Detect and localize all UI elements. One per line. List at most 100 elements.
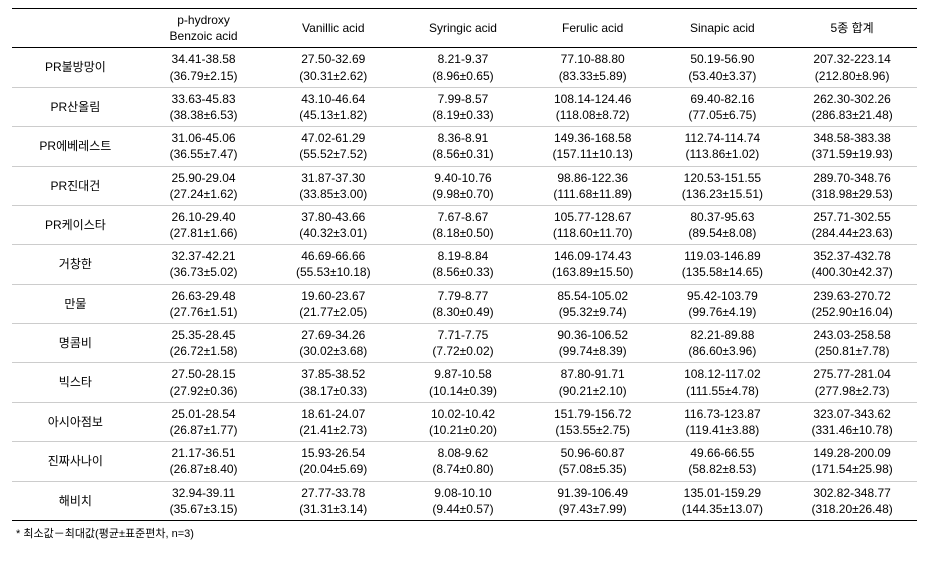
cell-meansd: (36.79±2.15) [170,69,238,83]
cell-meansd: (171.54±25.98) [811,462,892,476]
cell-range: 7.67-8.67 [438,210,489,224]
cell-meansd: (26.72±1.58) [170,344,238,358]
cell-range: 9.87-10.58 [434,367,491,381]
cell-meansd: (286.83±21.48) [811,108,892,122]
table-row: PR산올림33.63-45.83(38.38±6.53)43.10-46.64(… [12,87,917,126]
cell: 7.79-8.77(8.30±0.49) [398,284,528,323]
cell-meansd: (144.35±13.07) [682,502,763,516]
cell: 275.77-281.04(277.98±2.73) [787,363,917,402]
cell-range: 21.17-36.51 [172,446,236,460]
row-label: PR케이스타 [12,205,139,244]
cell: 25.01-28.54(26.87±1.77) [139,402,269,441]
cell-meansd: (8.56±0.33) [432,265,493,279]
cell-range: 146.09-174.43 [554,249,631,263]
col-header-rowlabel [12,9,139,48]
cell: 112.74-114.74(113.86±1.02) [658,127,788,166]
row-label: PR에베레스트 [12,127,139,166]
cell-range: 108.14-124.46 [554,92,631,106]
cell: 98.86-122.36(111.68±11.89) [528,166,658,205]
cell: 37.85-38.52(38.17±0.33) [268,363,398,402]
cell-meansd: (35.67±3.15) [170,502,238,516]
row-label: PR산올림 [12,87,139,126]
table-footnote: * 최소값－최대값(평균±표준편차, n=3) [12,525,917,541]
cell-meansd: (8.74±0.80) [432,462,493,476]
cell-range: 43.10-46.64 [301,92,365,106]
cell-range: 33.63-45.83 [172,92,236,106]
cell-meansd: (27.24±1.62) [170,187,238,201]
table-row: 빅스타27.50-28.15(27.92±0.36)37.85-38.52(38… [12,363,917,402]
cell: 77.10-88.80(83.33±5.89) [528,48,658,87]
cell: 32.94-39.11(35.67±3.15) [139,481,269,520]
cell-meansd: (111.55±4.78) [686,384,759,398]
cell-range: 26.63-29.48 [172,289,236,303]
cell-meansd: (36.73±5.02) [170,265,238,279]
cell-meansd: (318.20±26.48) [811,502,892,516]
cell-meansd: (89.54±8.08) [688,226,756,240]
cell-meansd: (97.43±7.99) [559,502,627,516]
cell-range: 95.42-103.79 [687,289,758,303]
col-header-syringic: Syringic acid [398,9,528,48]
col-header-vanillic: Vanillic acid [268,9,398,48]
cell-range: 8.08-9.62 [438,446,489,460]
cell-meansd: (10.14±0.39) [429,384,497,398]
col-header-phydroxy: p-hydroxyBenzoic acid [139,9,269,48]
cell-range: 352.37-432.78 [813,249,890,263]
cell-range: 302.82-348.77 [813,486,890,500]
cell-range: 47.02-61.29 [301,131,365,145]
cell: 43.10-46.64(45.13±1.82) [268,87,398,126]
cell-range: 119.03-146.89 [684,249,761,263]
cell-meansd: (153.55±2.75) [555,423,630,437]
row-label: PR불방망이 [12,48,139,87]
cell-range: 82.21-89.88 [690,328,754,342]
cell-meansd: (30.31±2.62) [299,69,367,83]
row-label: 빅스타 [12,363,139,402]
cell: 18.61-24.07(21.41±2.73) [268,402,398,441]
cell: 37.80-43.66(40.32±3.01) [268,205,398,244]
cell-range: 34.41-38.58 [172,52,236,66]
cell: 352.37-432.78 (400.30±42.37) [787,245,917,284]
cell-meansd: (36.55±7.47) [170,147,238,161]
cell: 25.90-29.04(27.24±1.62) [139,166,269,205]
row-label: 명콤비 [12,324,139,363]
cell-meansd: (157.11±10.13) [552,147,632,161]
cell-meansd: (8.56±0.31) [432,147,493,161]
cell-meansd: (99.76±4.19) [688,305,756,319]
cell-range: 25.35-28.45 [172,328,236,342]
cell-range: 49.66-66.55 [690,446,754,460]
cell-range: 46.69-66.66 [301,249,365,263]
cell-range: 9.40-10.76 [434,171,491,185]
cell-range: 27.50-32.69 [301,52,365,66]
cell-range: 8.21-9.37 [438,52,489,66]
cell: 69.40-82.16(77.05±6.75) [658,87,788,126]
row-label: 진짜사나이 [12,442,139,481]
cell-range: 105.77-128.67 [554,210,631,224]
cell-meansd: (371.59±19.93) [811,147,892,161]
cell: 34.41-38.58 (36.79±2.15) [139,48,269,87]
cell-range: 90.36-106.52 [557,328,628,342]
row-label: 만물 [12,284,139,323]
cell: 120.53-151.55(136.23±15.51) [658,166,788,205]
cell: 105.77-128.67(118.60±11.70) [528,205,658,244]
cell-range: 27.50-28.15 [172,367,236,381]
cell-meansd: (58.82±8.53) [688,462,756,476]
cell: 27.77-33.78(31.31±3.14) [268,481,398,520]
table-row: 거창한32.37-42.21(36.73±5.02)46.69-66.66(55… [12,245,917,284]
cell-range: 120.53-151.55 [684,171,761,185]
cell-range: 50.19-56.90 [690,52,754,66]
cell-range: 7.71-7.75 [438,328,489,342]
cell: 87.80-91.71(90.21±2.10) [528,363,658,402]
cell-meansd: (400.30±42.37) [811,265,892,279]
cell: 8.21-9.37 (8.96±0.65) [398,48,528,87]
cell: 243.03-258.58(250.81±7.78) [787,324,917,363]
cell-range: 19.60-23.67 [301,289,365,303]
cell-meansd: (8.96±0.65) [432,69,493,83]
cell: 151.79-156.72(153.55±2.75) [528,402,658,441]
cell-meansd: (90.21±2.10) [559,384,627,398]
cell-range: 77.10-88.80 [561,52,625,66]
cell: 257.71-302.55(284.44±23.63) [787,205,917,244]
table-body: PR불방망이 34.41-38.58 (36.79±2.15) 27.50-32.69… [12,48,917,521]
cell: 82.21-89.88(86.60±3.96) [658,324,788,363]
cell-range: 149.36-168.58 [554,131,631,145]
cell: 8.08-9.62 (8.74±0.80) [398,442,528,481]
cell-meansd: (95.32±9.74) [559,305,627,319]
